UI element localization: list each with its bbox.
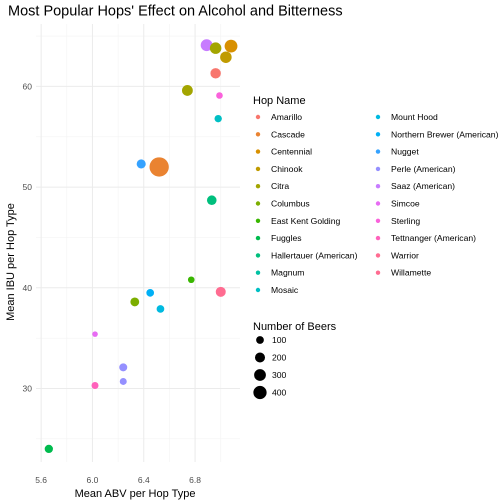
y-tick-label: 40 [23, 283, 33, 293]
legend-label: Mosaic [271, 285, 299, 295]
legend-key [256, 184, 260, 188]
legend-label: Hallertauer (American) [271, 250, 358, 260]
size-legend-label: 100 [272, 335, 287, 345]
legend-key [256, 236, 260, 240]
data-point [216, 92, 223, 99]
data-point [215, 115, 222, 122]
legend-key [256, 201, 260, 205]
size-legend-key [254, 369, 266, 381]
size-legend-label: 300 [272, 370, 287, 380]
y-tick-label: 60 [23, 81, 33, 91]
data-point [210, 42, 222, 54]
size-legend-label: 400 [272, 388, 287, 398]
legend-label: Fuggles [271, 233, 302, 243]
size-legend-label: 200 [272, 353, 287, 363]
data-point [225, 40, 238, 53]
legend-key [376, 201, 380, 205]
data-point [119, 363, 127, 371]
legend-key [376, 184, 380, 188]
data-point [130, 297, 139, 306]
axis-ticks: 5.6 6.0 6.4 6.8 30 40 50 60 [23, 81, 202, 485]
legend-label: Warrior [391, 250, 419, 260]
data-point [220, 51, 232, 63]
x-tick-label: 5.6 [35, 475, 47, 485]
legend-label: Saaz (American) [391, 181, 455, 191]
legend-key [256, 219, 260, 223]
chart-title: Most Popular Hops' Effect on Alcohol and… [8, 4, 343, 20]
size-legend-title: Number of Beers [253, 321, 337, 333]
legend-label: Magnum [271, 268, 304, 278]
data-point [182, 85, 193, 96]
grid [36, 24, 240, 462]
size-legend-key [255, 352, 265, 362]
y-axis-title: Mean IBU per Hop Type [5, 203, 17, 321]
legend-label: Willamette [391, 268, 431, 278]
legend-label: Amarillo [271, 112, 302, 122]
data-point [45, 445, 53, 453]
x-axis-title: Mean ABV per Hop Type [75, 488, 196, 500]
data-point [137, 159, 146, 168]
x-tick-label: 6.4 [138, 475, 150, 485]
legend-key [256, 271, 260, 275]
legend-label: Sterling [391, 216, 420, 226]
legend-key [256, 149, 260, 153]
size-legend-key [256, 336, 264, 344]
legend-key [376, 132, 380, 136]
data-points [45, 39, 238, 453]
legend-label: Cascade [271, 129, 305, 139]
legend-label: Simcoe [391, 199, 420, 209]
color-legend-title: Hop Name [253, 95, 306, 107]
legend-label: Perle (American) [391, 164, 456, 174]
legend-key [376, 236, 380, 240]
legend-key [376, 271, 380, 275]
legend-key [256, 253, 260, 257]
data-point [92, 331, 98, 337]
legend-label: Tettnanger (American) [391, 233, 476, 243]
color-legend: Amarillo Cascade Centennial Chinook Citra Col… [256, 112, 499, 295]
legend-label: Columbus [271, 199, 310, 209]
legend-label: Nugget [391, 147, 419, 157]
data-point [146, 289, 154, 297]
size-legend-key [253, 386, 266, 399]
legend-key [376, 253, 380, 257]
data-point [157, 305, 165, 313]
size-legend: 100 200 300 400 [253, 335, 286, 399]
data-point [216, 287, 226, 297]
x-tick-label: 6.8 [189, 475, 201, 485]
legend-key [376, 115, 380, 119]
legend-key [256, 132, 260, 136]
legend-label: Mount Hood [391, 112, 438, 122]
y-tick-label: 50 [23, 182, 33, 192]
legend-label: East Kent Golding [271, 216, 340, 226]
data-point [207, 195, 217, 205]
data-point [150, 157, 169, 176]
data-point [120, 378, 127, 385]
data-point [188, 276, 195, 283]
legend-key [256, 167, 260, 171]
x-tick-label: 6.0 [87, 475, 99, 485]
legend-key [376, 149, 380, 153]
legend-key [256, 115, 260, 119]
legend-label: Citra [271, 181, 289, 191]
legend-label: Chinook [271, 164, 303, 174]
legend-label: Northern Brewer (American) [391, 129, 499, 139]
legend-key [376, 219, 380, 223]
legend-key [376, 167, 380, 171]
legend-key [256, 288, 260, 292]
data-point [92, 382, 99, 389]
legend-label: Centennial [271, 147, 312, 157]
data-point [210, 68, 220, 78]
y-tick-label: 30 [23, 383, 33, 393]
